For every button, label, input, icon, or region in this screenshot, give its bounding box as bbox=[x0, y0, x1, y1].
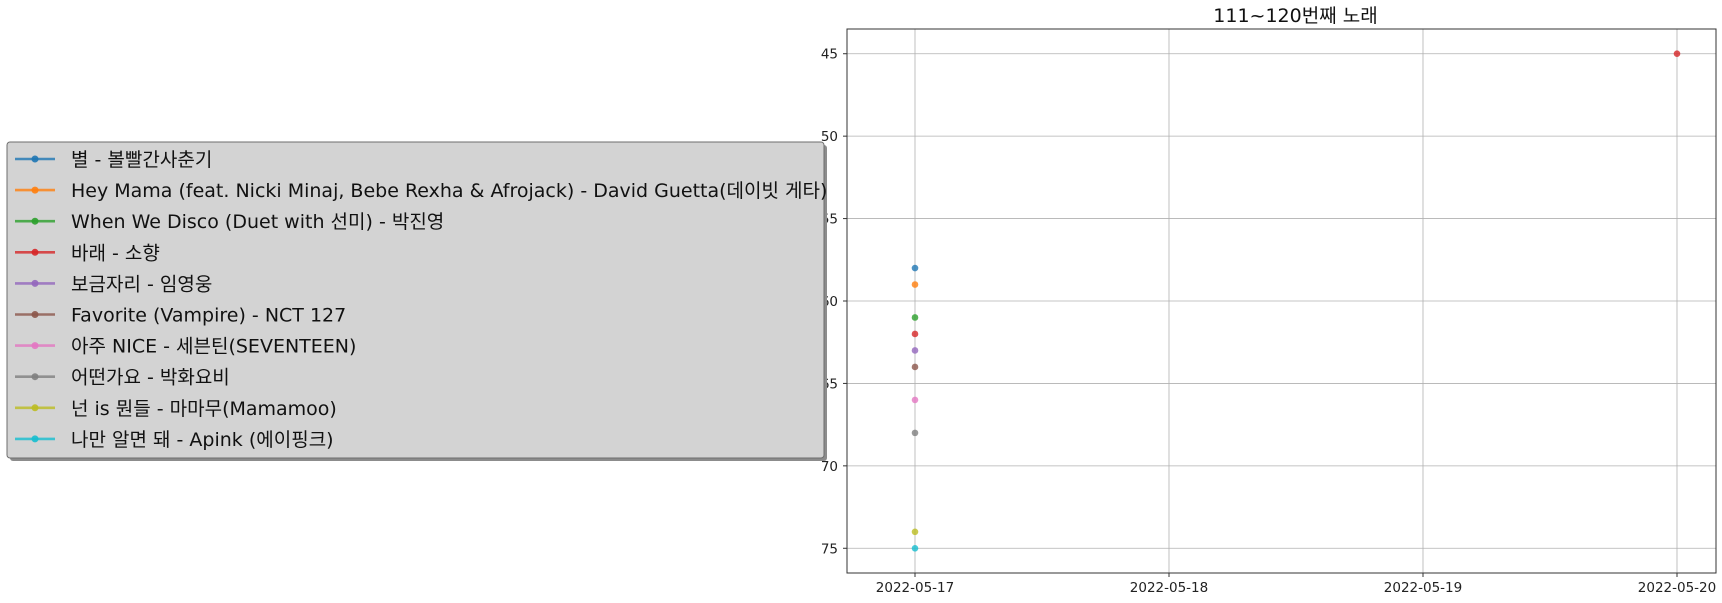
data-point bbox=[911, 347, 919, 354]
legend-label: 어떤가요 - 박화요비 bbox=[71, 367, 230, 389]
legend-marker bbox=[31, 342, 39, 350]
series-10 bbox=[911, 544, 919, 552]
legend-marker bbox=[31, 248, 39, 256]
legend-marker bbox=[31, 155, 39, 163]
legend-entry: Hey Mama (feat. Nicki Minaj, Bebe Rexha … bbox=[15, 180, 827, 202]
series-group bbox=[911, 50, 1681, 552]
series-2 bbox=[911, 281, 919, 288]
chart-title: 111~120번째 노래 bbox=[1213, 5, 1377, 27]
data-point bbox=[911, 330, 919, 338]
data-point bbox=[911, 544, 919, 552]
y-tick-label: 45 bbox=[821, 47, 838, 63]
data-point bbox=[1673, 50, 1681, 58]
data-point bbox=[911, 264, 919, 272]
legend-marker bbox=[31, 373, 39, 381]
series-6 bbox=[911, 363, 919, 371]
legend-marker bbox=[31, 217, 39, 225]
series-1 bbox=[911, 264, 919, 272]
legend-entry: 별 - 볼빨간사춘기 bbox=[15, 149, 212, 171]
legend-label: 넌 is 뭔들 - 마마무(Mamamoo) bbox=[71, 398, 337, 420]
legend-entry: 넌 is 뭔들 - 마마무(Mamamoo) bbox=[15, 398, 337, 420]
legend-marker bbox=[31, 435, 39, 443]
legend-box bbox=[6, 141, 825, 459]
legend-label: Favorite (Vampire) - NCT 127 bbox=[71, 305, 346, 327]
series-3 bbox=[911, 314, 919, 321]
x-tick-label: 2022-05-17 bbox=[876, 580, 954, 596]
legend-entry: 보금자리 - 임영웅 bbox=[15, 273, 212, 295]
legend-entry: When We Disco (Duet with 선미) - 박진영 bbox=[15, 211, 444, 233]
series-7 bbox=[911, 396, 919, 404]
series-8 bbox=[911, 429, 919, 437]
legend-entry: 아주 NICE - 세븐틴(SEVENTEEN) bbox=[15, 336, 356, 358]
y-tick-label: 50 bbox=[821, 129, 838, 145]
legend-label: When We Disco (Duet with 선미) - 박진영 bbox=[71, 211, 444, 233]
series-9 bbox=[911, 528, 919, 536]
grid bbox=[847, 29, 1716, 573]
data-point bbox=[911, 528, 919, 536]
legend-entry: 바래 - 소향 bbox=[15, 242, 160, 264]
legend-marker bbox=[31, 311, 39, 318]
data-point bbox=[911, 363, 919, 371]
legend-label: 아주 NICE - 세븐틴(SEVENTEEN) bbox=[71, 336, 356, 358]
y-tick-label: 75 bbox=[821, 541, 838, 557]
legend-marker bbox=[31, 404, 39, 412]
data-point bbox=[911, 314, 919, 321]
legend-label: 나만 알면 돼 - Apink (에이핑크) bbox=[71, 429, 334, 451]
legend-label: Hey Mama (feat. Nicki Minaj, Bebe Rexha … bbox=[71, 180, 827, 202]
legend-entry: 나만 알면 돼 - Apink (에이핑크) bbox=[15, 429, 334, 451]
legend-entry: Favorite (Vampire) - NCT 127 bbox=[15, 305, 346, 327]
y-tick-label: 70 bbox=[821, 459, 838, 475]
data-point bbox=[911, 429, 919, 437]
legend-label: 보금자리 - 임영웅 bbox=[71, 273, 212, 295]
data-point bbox=[911, 396, 919, 404]
legend-label: 별 - 볼빨간사춘기 bbox=[71, 149, 212, 171]
x-tick-label: 2022-05-20 bbox=[1638, 580, 1716, 596]
legend-entries: 별 - 볼빨간사춘기 Hey Mama (feat. Nicki Minaj, B… bbox=[15, 149, 827, 451]
data-point bbox=[911, 281, 919, 288]
legend-marker bbox=[31, 279, 39, 287]
legend-entry: 어떤가요 - 박화요비 bbox=[15, 367, 230, 389]
legend-marker bbox=[31, 186, 39, 194]
legend: 별 - 볼빨간사춘기 Hey Mama (feat. Nicki Minaj, B… bbox=[6, 141, 827, 461]
x-tick-label: 2022-05-18 bbox=[1130, 580, 1208, 596]
series-4 bbox=[911, 50, 1681, 338]
x-tick-label: 2022-05-19 bbox=[1384, 580, 1462, 596]
series-5 bbox=[911, 347, 919, 354]
legend-label: 바래 - 소향 bbox=[71, 242, 160, 264]
